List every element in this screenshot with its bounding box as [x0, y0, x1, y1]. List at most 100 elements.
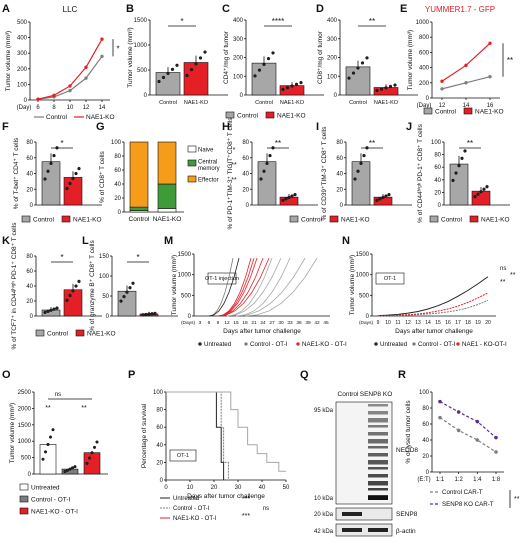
bar-F-1 [63, 177, 83, 206]
legend-label-effector-G: Effector [198, 178, 219, 184]
panel-letter-r: R [398, 369, 406, 381]
panel-letter-a: A [2, 3, 10, 15]
y-axis-label-K: % of TCF7⁺ in CD44ʰⁱᵍʰ PD-1⁺ CD8⁺ T cell… [10, 222, 18, 350]
x-tick-label-M: 18 [242, 320, 248, 326]
y-tick-label-F: 80 [26, 140, 33, 146]
x-tick-label-M: 45 [323, 320, 329, 326]
y-tick-label-H: 60 [242, 156, 249, 162]
y-tick-label-N: 1000 [356, 273, 370, 279]
marker-10-Q: 10 kDa [314, 496, 334, 502]
data-point-B [175, 63, 179, 67]
legend-label-untreated-N: Untreated [380, 341, 408, 348]
data-point-C [271, 51, 275, 55]
individual-curve-M-10 [235, 257, 306, 317]
bar-B-1 [183, 62, 209, 96]
data-point-K [77, 279, 81, 284]
x-tick-label-A: 6 [36, 105, 40, 111]
data-point-F [49, 161, 53, 166]
legend-label-central-G: Central [198, 160, 217, 166]
data-point-O [63, 469, 67, 474]
data-point-J [479, 190, 483, 194]
data-point-O [51, 428, 55, 432]
y-tick-label-K: 60 [26, 269, 33, 275]
x-tick-label-E: 14 [463, 103, 470, 109]
label-senp8-Q: SENP8 [396, 511, 418, 518]
data-point-A-1 [68, 84, 72, 88]
y-tick-label-C: 0 [240, 93, 244, 99]
data-point-D [347, 76, 351, 80]
data-point-A-0 [68, 88, 72, 93]
series-line-A-0 [37, 55, 103, 100]
legend-marker-untreated-M [198, 342, 202, 346]
injection-box-P [169, 449, 197, 462]
data-point-H [259, 177, 263, 181]
y-tick-label-J: 100 [431, 140, 442, 146]
panel-letter-j: J [406, 121, 412, 133]
y-tick-label-A: 300 [17, 51, 28, 57]
injection-box-N [375, 272, 405, 285]
data-point-J [457, 164, 461, 168]
y-tick-label-P: 60 [156, 425, 163, 431]
legend-swatch-control-J [429, 215, 439, 223]
x-tick-label-M: 30 [278, 320, 284, 326]
data-point-J [482, 187, 486, 191]
y-tick-label-K: 80 [26, 254, 33, 260]
stacked-bar-G-0-1 [129, 206, 149, 211]
x-tick-label-N: 20 [485, 320, 491, 326]
y-axis-label-H: % of PD-1⁺TIM-3⁺ TIGIT⁺CD8⁺ T cells [227, 117, 234, 230]
y-tick-label-R: 0 [426, 470, 430, 476]
annotation-injection-N: OT-1 [384, 276, 396, 282]
series-line-N-2 [377, 292, 489, 317]
significance-O-0: ns [55, 392, 61, 398]
bar-D-0 [345, 66, 371, 96]
x-tick-label-A: 8 [52, 105, 56, 111]
y-axis-label-L: % of granzyme B⁺ CD8⁺ T cells [89, 239, 96, 331]
legend-swatch-control-KL [35, 329, 45, 337]
data-point-E-1 [464, 63, 468, 68]
data-point-D [365, 56, 369, 60]
panel-letter-h: H [222, 121, 230, 133]
significance-O-1: ** [45, 405, 51, 412]
y-tick-label-L: 50 [102, 294, 109, 300]
annotation-injection-P: OT-1 [177, 453, 189, 459]
y-tick-label-R: 60 [422, 422, 429, 428]
x-axis-label-N: Days after tumor challenge [395, 328, 473, 335]
panel-letter-m: M [164, 235, 173, 247]
y-tick-label-E: 600 [419, 50, 430, 56]
x-tick-label-M: 42 [314, 320, 320, 326]
x-tick-label-N: 12 [405, 320, 411, 326]
data-point-B [185, 73, 189, 78]
y-tick-label-I: 80 [336, 140, 343, 146]
y-tick-label-G: 100 [111, 140, 122, 146]
y-axis-label-O: Tumor volume (mm³) [9, 403, 16, 463]
stacked-bar-G-1-2 [157, 141, 177, 185]
marker-20-Q: 20 kDa [314, 512, 334, 518]
legend-marker-untreated-N [374, 342, 378, 346]
data-point-K [49, 308, 53, 312]
bar-B-0 [155, 72, 181, 96]
data-point-I [384, 194, 388, 198]
annotation-injection-M: OT-1 injection [205, 276, 239, 282]
x-tick-label-N: 18 [465, 320, 471, 326]
data-point-K [74, 284, 78, 288]
y-tick-label-I: 0 [340, 203, 344, 209]
y-tick-label-H: 80 [242, 140, 249, 146]
band-nedd8-Q [368, 404, 388, 407]
data-point-I [381, 195, 385, 200]
y-tick-label-D: 100 [327, 74, 338, 80]
data-point-O [85, 461, 89, 465]
data-point-K [43, 310, 47, 315]
significance-R: ** [514, 496, 520, 503]
legend-label-control-KL: Control [47, 331, 69, 338]
blot-column-senp8-Q: SENP8 KO [360, 391, 393, 398]
x-axis-prefix-M: (Days) [181, 320, 196, 326]
legend-label-ko-KL: NAE1-KO [87, 331, 116, 338]
panel-letter-q: Q [300, 369, 309, 381]
data-point-F [68, 181, 72, 186]
data-point-D [356, 66, 360, 70]
legend-label-control-N: Control - OT-I [418, 341, 456, 348]
y-tick-label-J: 0 [438, 203, 442, 209]
y-tick-label-B: 1000 [134, 43, 148, 49]
y-tick-label-D: 200 [327, 56, 338, 62]
data-point-H [293, 192, 297, 197]
